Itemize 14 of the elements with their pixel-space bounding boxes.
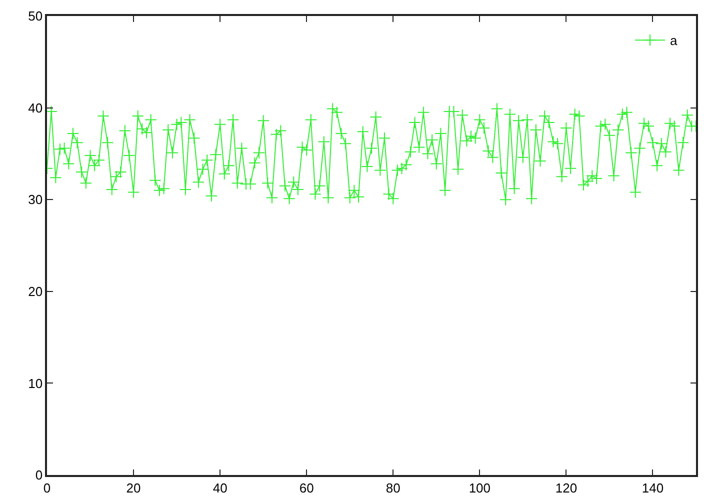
x-tick-label: 100	[468, 480, 491, 496]
x-tick-label: 40	[212, 480, 228, 496]
x-tick-label: 140	[642, 480, 664, 496]
x-tick-label: 120	[555, 480, 578, 496]
y-tick-label: 20	[28, 284, 43, 299]
y-tick-label: 10	[28, 376, 43, 391]
y-tick-label: 30	[28, 192, 43, 208]
x-tick-label: 20	[126, 480, 141, 496]
legend-label: a	[670, 33, 678, 48]
y-tick-label: 50	[28, 8, 43, 24]
y-tick-label: 0	[35, 468, 43, 483]
y-tick-label: 40	[28, 100, 43, 116]
x-tick-label: 80	[386, 480, 400, 496]
x-tick-label: 60	[299, 480, 314, 496]
